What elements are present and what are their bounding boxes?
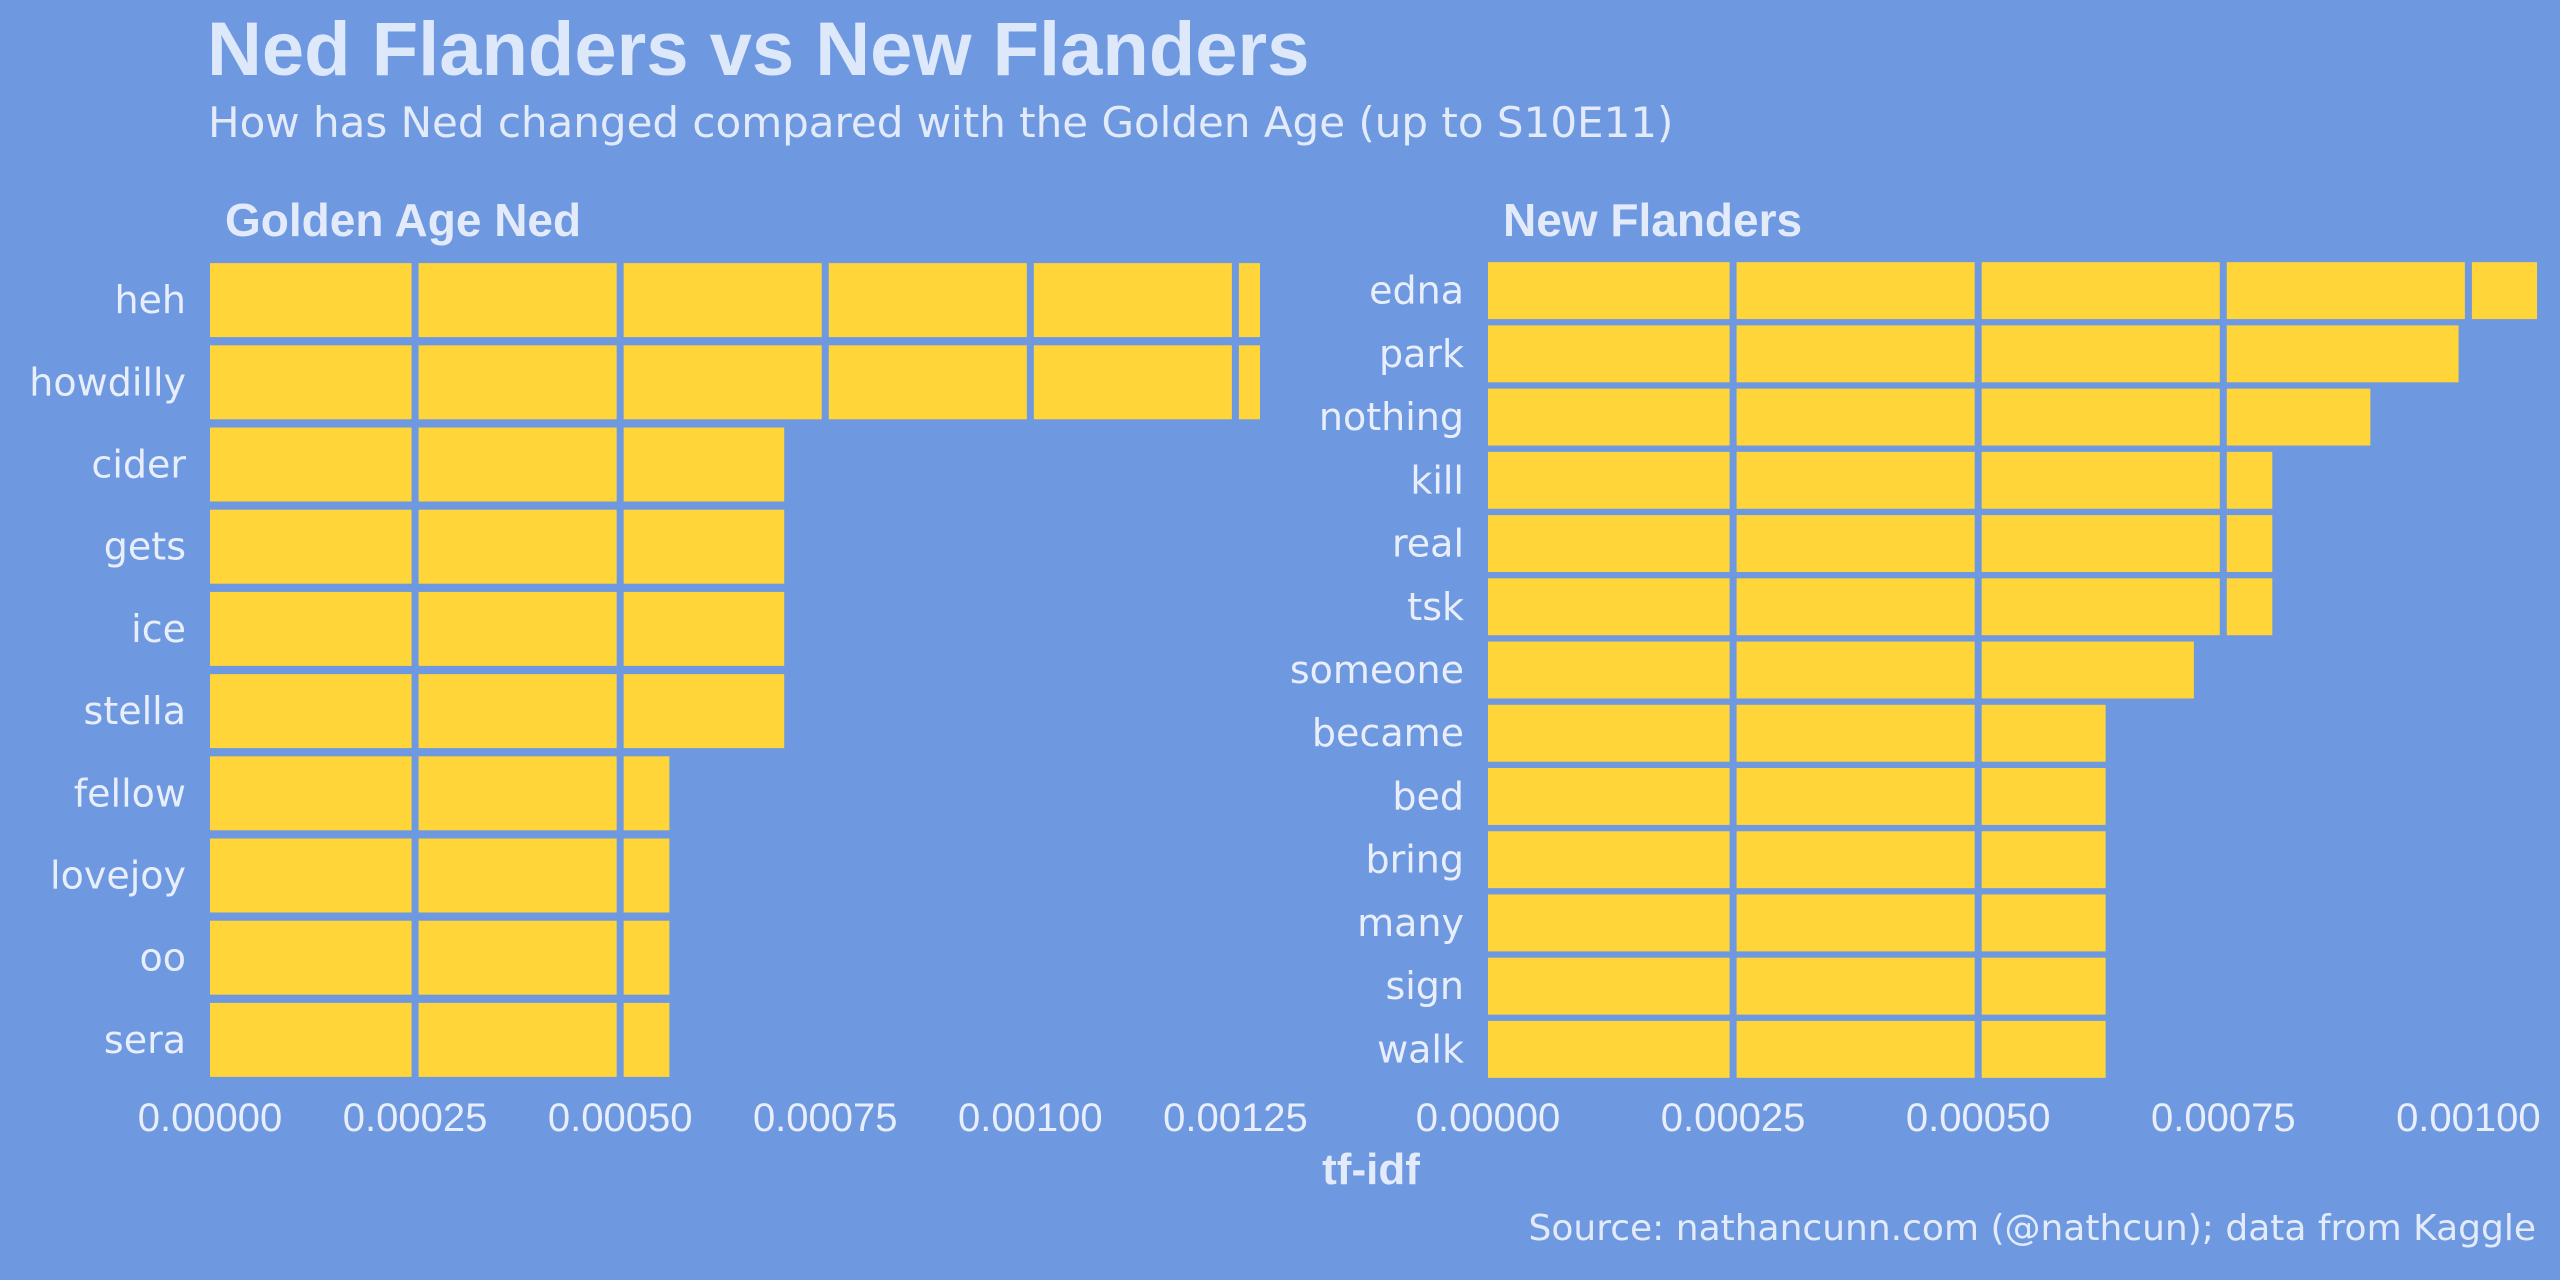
category-label-tsk: tsk — [1407, 585, 1464, 629]
category-label-heh: heh — [114, 278, 186, 322]
bar-real — [1488, 515, 2273, 572]
bar-tsk — [1488, 578, 2273, 636]
category-label-many: many — [1357, 901, 1464, 945]
category-label-someone: someone — [1290, 648, 1464, 692]
bar-oo — [210, 920, 670, 995]
category-label-lovejoy: lovejoy — [50, 854, 186, 898]
x-tick-label: 0.00100 — [958, 1096, 1103, 1140]
chart-title: Ned Flanders vs New Flanders — [207, 7, 1310, 92]
bar-fellow — [210, 756, 670, 831]
category-label-oo: oo — [140, 936, 187, 980]
category-label-nothing: nothing — [1319, 395, 1464, 439]
category-label-fellow: fellow — [74, 771, 186, 815]
x-tick-label: 0.00125 — [1163, 1096, 1308, 1140]
category-label-bring: bring — [1365, 838, 1464, 882]
category-label-real: real — [1392, 522, 1464, 566]
bar-howdilly — [210, 345, 1260, 420]
source-caption: Source: nathancunn.com (@nathcun); data … — [1528, 1208, 2536, 1249]
category-label-gets: gets — [104, 525, 186, 569]
bar-many — [1488, 894, 2106, 952]
bar-walk — [1488, 1020, 2106, 1078]
category-label-cider: cider — [91, 443, 186, 487]
bar-bed — [1488, 768, 2106, 825]
x-tick-label: 0.00075 — [753, 1096, 898, 1140]
bar-sign — [1488, 957, 2106, 1015]
category-label-stella: stella — [84, 689, 186, 733]
x-tick-label: 0.00050 — [548, 1096, 693, 1140]
x-tick-label: 0.00000 — [138, 1096, 283, 1140]
panel-golden-age-ned: Golden Age Ned heh howdilly cider gets ice ste… — [29, 194, 1307, 1140]
x-tick-label: 0.00000 — [1416, 1096, 1561, 1140]
category-label-sera: sera — [104, 1018, 186, 1062]
category-label-ice: ice — [131, 607, 186, 651]
x-tick-label: 0.00050 — [1906, 1096, 2051, 1140]
category-label-became: became — [1312, 711, 1464, 755]
panel-new-flanders: New Flanders edna park nothing kill real tsk so… — [1290, 194, 2541, 1140]
bar-became — [1488, 704, 2106, 762]
panel-title: New Flanders — [1503, 194, 1802, 246]
bar-ice — [210, 591, 785, 666]
bar-edna — [1488, 262, 2537, 320]
bar-heh — [210, 263, 1260, 338]
x-tick-label: 0.00025 — [343, 1096, 488, 1140]
x-axis-label: tf-idf — [1322, 1145, 1420, 1194]
x-tick-label: 0.00100 — [2396, 1096, 2541, 1140]
bar-lovejoy — [210, 838, 670, 913]
chart-subtitle: How has Ned changed compared with the Go… — [208, 98, 1674, 147]
x-tick-label: 0.00025 — [1661, 1096, 1806, 1140]
bar-bring — [1488, 831, 2106, 889]
category-label-howdilly: howdilly — [29, 360, 186, 404]
bar-nothing — [1488, 388, 2371, 446]
bar-park — [1488, 325, 2459, 383]
bar-gets — [210, 509, 785, 584]
bar-stella — [210, 674, 785, 749]
category-label-walk: walk — [1377, 1027, 1464, 1071]
category-label-edna: edna — [1369, 269, 1464, 313]
bar-sera — [210, 1002, 670, 1077]
x-tick-label: 0.00075 — [2151, 1096, 2296, 1140]
bar-cider — [210, 427, 785, 502]
category-label-kill: kill — [1410, 458, 1464, 502]
bar-someone — [1488, 641, 2194, 699]
panel-title: Golden Age Ned — [225, 194, 581, 246]
category-label-bed: bed — [1392, 774, 1464, 818]
bar-kill — [1488, 451, 2273, 509]
category-label-sign: sign — [1385, 964, 1464, 1008]
category-label-park: park — [1379, 332, 1464, 376]
